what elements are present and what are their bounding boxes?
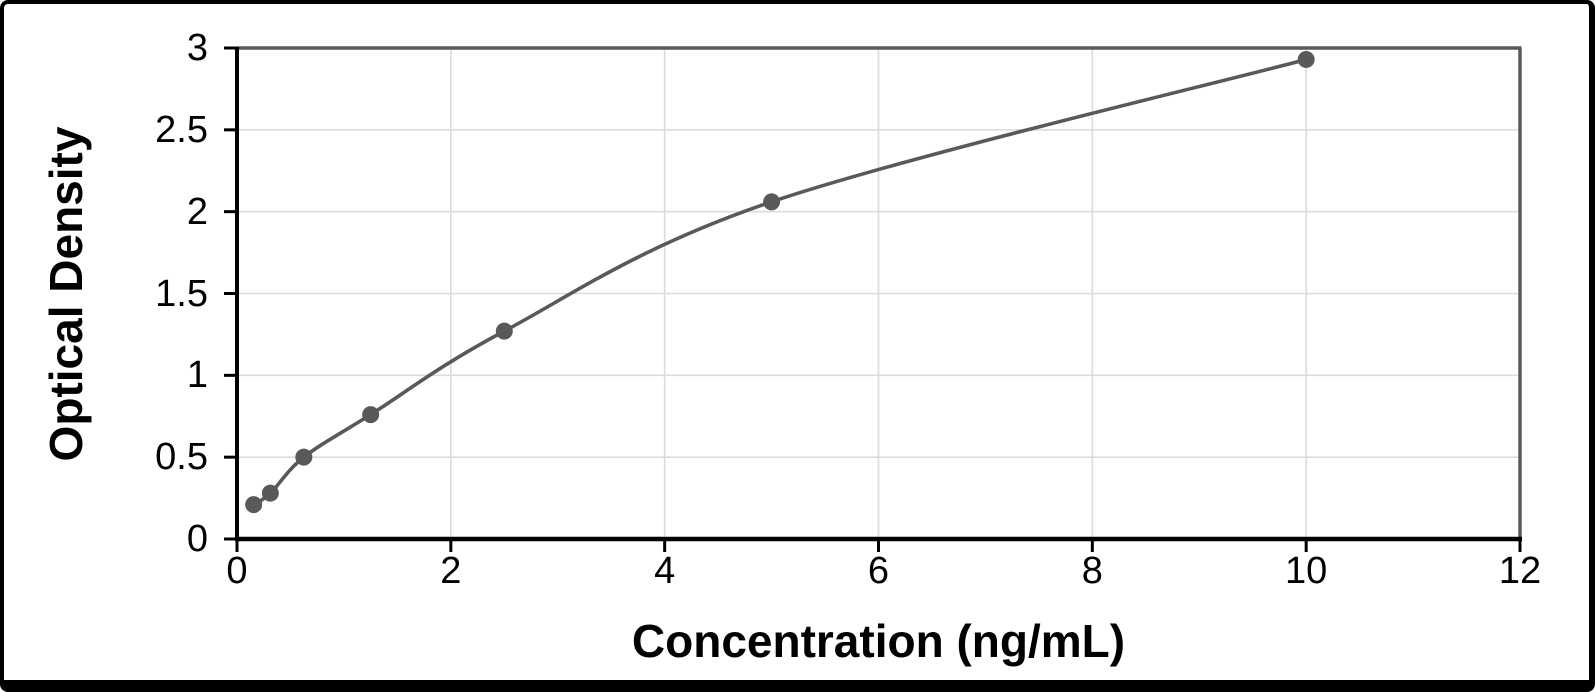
data-point-marker xyxy=(763,193,781,211)
plot-border xyxy=(237,46,1522,539)
data-point-markers xyxy=(245,50,1315,514)
y-axis-tick-label: 2 xyxy=(186,190,208,233)
x-axis-tick-label: 12 xyxy=(1498,550,1542,592)
y-axis-tick-label: 2.5 xyxy=(155,108,208,151)
y-axis-tick-label: 1.5 xyxy=(155,272,208,315)
x-axis-tick-label: 6 xyxy=(867,550,890,592)
y-axis-tick-label: 1 xyxy=(186,354,208,397)
x-axis-tick-label: 8 xyxy=(1081,550,1103,592)
data-point-marker xyxy=(261,484,279,502)
standard-curve-line xyxy=(251,57,1308,507)
axis-tick-marks xyxy=(224,46,1522,552)
fitted-curve-path xyxy=(251,57,1308,507)
x-axis-tick-label: 0 xyxy=(226,550,248,592)
data-point-marker xyxy=(495,322,513,340)
y-axis-tick-label: 0 xyxy=(186,518,208,560)
data-point-marker xyxy=(295,448,313,466)
standard-curve-chart: 0 2 4 6 8 10 12 0 0.5 1 1.5 2 2.5 3 Concentration (n… xyxy=(4,4,1589,680)
y-axis-title-text: Optical Density xyxy=(40,126,92,462)
y-axis-tick-label: 3 xyxy=(186,27,208,69)
plot-area xyxy=(224,46,1522,552)
data-point-marker xyxy=(245,496,263,514)
data-point-marker xyxy=(362,406,380,424)
y-axis-tick-label: 0.5 xyxy=(155,436,208,479)
data-point-marker xyxy=(1297,50,1315,68)
x-axis-title: Concentration (ng/mL) xyxy=(631,615,1126,667)
x-axis-tick-label: 4 xyxy=(654,550,676,592)
x-axis-tick-label: 2 xyxy=(440,550,462,592)
gridlines xyxy=(237,48,1520,539)
x-axis-tick-label: 10 xyxy=(1285,550,1328,592)
